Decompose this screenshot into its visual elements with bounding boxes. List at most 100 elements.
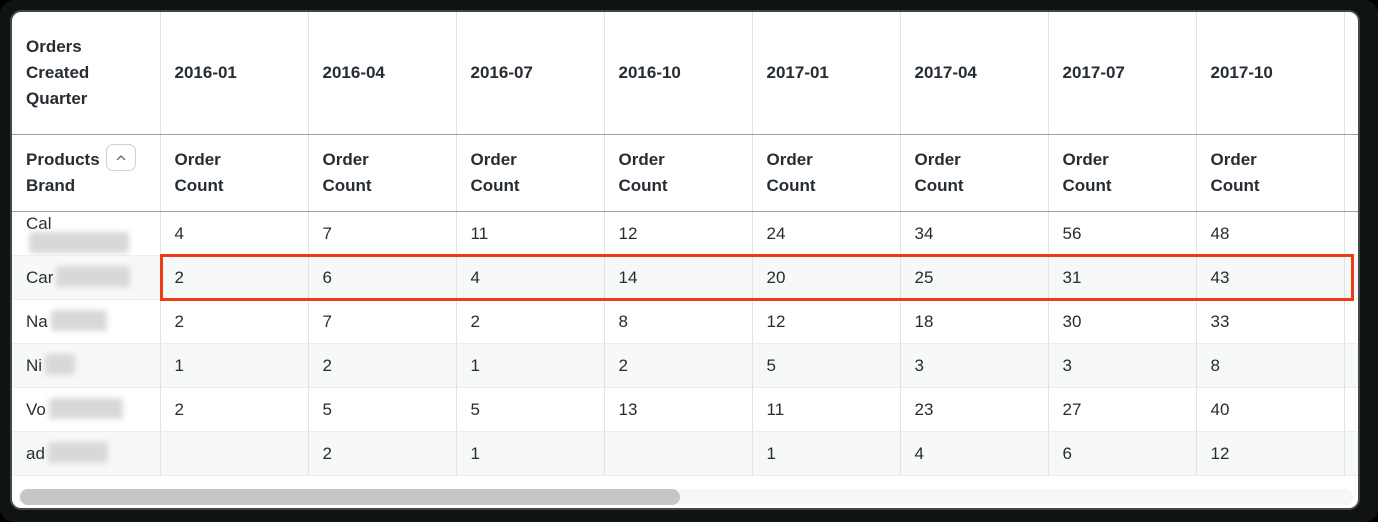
measure-header-label: Order Count — [322, 150, 372, 195]
cutoff-value-cell — [1344, 343, 1358, 388]
value-cell[interactable]: 13 — [604, 387, 753, 432]
cutoff-column-header — [1344, 12, 1358, 135]
quarter-header[interactable]: 2016-10 — [604, 12, 753, 135]
cutoff-value-cell — [1344, 255, 1358, 300]
redaction-blur — [47, 442, 108, 464]
measure-header-label: Order Count — [470, 150, 520, 195]
quarter-header[interactable]: 2016-01 — [160, 12, 309, 135]
value-cell[interactable]: 7 — [308, 211, 457, 256]
measure-header-label: Order Count — [618, 150, 668, 195]
measure-header[interactable]: Order Count — [1196, 134, 1345, 212]
scrollbar-thumb[interactable] — [20, 489, 680, 505]
value-cell[interactable]: 48 — [1196, 211, 1345, 256]
quarter-header[interactable]: 2017-07 — [1048, 12, 1197, 135]
value-cell[interactable] — [160, 431, 309, 476]
brand-cell[interactable]: Na — [12, 299, 161, 344]
value-cell[interactable] — [604, 431, 753, 476]
value-cell[interactable]: 2 — [604, 343, 753, 388]
cutoff-value-cell — [1344, 299, 1358, 344]
quarter-header[interactable]: 2017-10 — [1196, 12, 1345, 135]
value-cell[interactable]: 43 — [1196, 255, 1345, 300]
value-cell[interactable]: 6 — [1048, 431, 1197, 476]
measure-header[interactable]: Order Count — [1048, 134, 1197, 212]
value-cell[interactable]: 2 — [160, 387, 309, 432]
table-body: Cal 4 7 11 12 24 34 56 48 Car 2 6 4 14 20 25 31 43 Na 2 7 2 8 1… — [12, 211, 1358, 476]
measure-header-label: Order Count — [174, 150, 224, 195]
value-cell[interactable]: 7 — [308, 299, 457, 344]
collapse-column-button[interactable] — [106, 144, 136, 171]
value-cell[interactable]: 23 — [900, 387, 1049, 432]
brand-cell[interactable]: Cal — [12, 211, 161, 256]
brand-cell[interactable]: Ni — [12, 343, 161, 388]
quarter-header-row: Orders Created Quarter 2016-01 2016-04 201… — [12, 12, 1358, 135]
horizontal-scrollbar[interactable] — [18, 489, 1353, 505]
value-cell[interactable]: 6 — [308, 255, 457, 300]
value-cell[interactable]: 12 — [752, 299, 901, 344]
pivot-table: Orders Created Quarter 2016-01 2016-04 201… — [12, 12, 1358, 476]
value-cell[interactable]: 5 — [456, 387, 605, 432]
measure-header[interactable]: Order Count — [752, 134, 901, 212]
value-cell[interactable]: 5 — [308, 387, 457, 432]
redaction-blur — [50, 310, 107, 332]
table-row: Na 2 7 2 8 12 18 30 33 — [12, 299, 1358, 344]
brand-cell[interactable]: ad — [12, 431, 161, 476]
value-cell[interactable]: 2 — [456, 299, 605, 344]
value-cell[interactable]: 25 — [900, 255, 1049, 300]
quarter-header[interactable]: 2017-01 — [752, 12, 901, 135]
value-cell[interactable]: 11 — [456, 211, 605, 256]
value-cell[interactable]: 2 — [308, 431, 457, 476]
measure-header-label: Order Count — [1210, 150, 1260, 195]
row-dimension-header[interactable]: Products Brand — [12, 134, 161, 212]
value-cell[interactable]: 1 — [456, 431, 605, 476]
value-cell[interactable]: 4 — [900, 431, 1049, 476]
redaction-blur — [48, 398, 123, 420]
value-cell[interactable]: 2 — [308, 343, 457, 388]
measure-header[interactable]: Order Count — [604, 134, 753, 212]
value-cell[interactable]: 2 — [160, 299, 309, 344]
value-cell[interactable]: 1 — [160, 343, 309, 388]
brand-prefix: Car — [26, 267, 54, 287]
corner-header[interactable]: Orders Created Quarter — [12, 12, 161, 135]
value-cell[interactable]: 18 — [900, 299, 1049, 344]
brand-cell[interactable]: Vo — [12, 387, 161, 432]
measure-header[interactable]: Order Count — [308, 134, 457, 212]
value-cell[interactable]: 4 — [456, 255, 605, 300]
value-cell[interactable]: 31 — [1048, 255, 1197, 300]
value-cell[interactable]: 5 — [752, 343, 901, 388]
value-cell[interactable]: 1 — [456, 343, 605, 388]
value-cell[interactable]: 27 — [1048, 387, 1197, 432]
measure-header-row: Products Brand Order Count Order Count Ord… — [12, 134, 1358, 212]
value-cell[interactable]: 4 — [160, 211, 309, 256]
corner-header-label: Orders Created Quarter — [26, 37, 90, 108]
measure-header-label: Order Count — [1062, 150, 1112, 195]
value-cell[interactable]: 12 — [604, 211, 753, 256]
measure-header[interactable]: Order Count — [160, 134, 309, 212]
value-cell[interactable]: 34 — [900, 211, 1049, 256]
value-cell[interactable]: 30 — [1048, 299, 1197, 344]
row-dimension-label: Products Brand — [26, 150, 100, 195]
brand-prefix: Na — [26, 311, 48, 331]
brand-prefix: ad — [26, 443, 45, 463]
value-cell[interactable]: 3 — [900, 343, 1049, 388]
measure-header-label: Order Count — [766, 150, 816, 195]
value-cell[interactable]: 20 — [752, 255, 901, 300]
quarter-header[interactable]: 2017-04 — [900, 12, 1049, 135]
value-cell[interactable]: 1 — [752, 431, 901, 476]
measure-header[interactable]: Order Count — [456, 134, 605, 212]
value-cell[interactable]: 33 — [1196, 299, 1345, 344]
value-cell[interactable]: 56 — [1048, 211, 1197, 256]
value-cell[interactable]: 2 — [160, 255, 309, 300]
quarter-header[interactable]: 2016-07 — [456, 12, 605, 135]
value-cell[interactable]: 40 — [1196, 387, 1345, 432]
quarter-header[interactable]: 2016-04 — [308, 12, 457, 135]
value-cell[interactable]: 14 — [604, 255, 753, 300]
value-cell[interactable]: 8 — [1196, 343, 1345, 388]
brand-cell[interactable]: Car — [12, 255, 161, 300]
value-cell[interactable]: 24 — [752, 211, 901, 256]
value-cell[interactable]: 11 — [752, 387, 901, 432]
redaction-blur — [45, 354, 76, 376]
value-cell[interactable]: 3 — [1048, 343, 1197, 388]
value-cell[interactable]: 12 — [1196, 431, 1345, 476]
measure-header[interactable]: Order Count — [900, 134, 1049, 212]
value-cell[interactable]: 8 — [604, 299, 753, 344]
